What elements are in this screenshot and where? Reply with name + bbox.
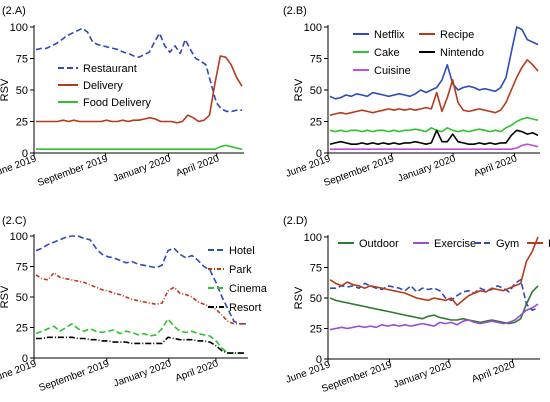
x-tick-label: June 2019 xyxy=(284,153,332,179)
legend-label: Park xyxy=(229,264,252,276)
series-line-plant xyxy=(329,236,539,307)
x-tick-label: April 2020 xyxy=(175,153,221,179)
x-tick-label: January 2020 xyxy=(112,358,173,389)
y-tick-label: 25 xyxy=(310,117,322,129)
y-tick-label: 75 xyxy=(16,262,28,274)
y-tick-label: 25 xyxy=(310,324,322,336)
y-tick-label: 0 xyxy=(316,148,322,160)
y-tick-label: 50 xyxy=(310,293,322,305)
panel-3: (2.C) 0 25 50 75 100 RSV June 2019 September 201… xyxy=(0,215,268,394)
legend-label: Food Delivery xyxy=(83,97,151,109)
x-tick-label: April 2020 xyxy=(473,153,519,179)
panel-label: (2.A) xyxy=(2,5,26,17)
legend-label: Netflix xyxy=(374,29,405,41)
legend-label: Gym xyxy=(496,238,519,250)
legend: Outdoor Exercise Gym Plant xyxy=(338,238,550,250)
y-axis-label: RSV xyxy=(293,286,305,309)
series-line-food-delivery xyxy=(36,144,243,150)
series-line-recipe xyxy=(329,58,539,116)
x-tick-label: January 2020 xyxy=(112,153,173,184)
y-tick-label: 50 xyxy=(16,292,28,304)
panel-label: (2.D) xyxy=(283,215,307,227)
y-tick-label: 100 xyxy=(304,232,322,244)
series-line-restaurant xyxy=(35,27,242,113)
legend-label: Exercise xyxy=(434,238,476,250)
legend-label: Restaurant xyxy=(83,63,137,75)
x-tick-label: September 2019 xyxy=(320,359,394,395)
series-line-nintendo xyxy=(329,129,539,145)
series-line-netflix xyxy=(329,26,539,100)
y-tick-label: 25 xyxy=(16,323,28,335)
y-tick-label: 100 xyxy=(10,231,28,243)
x-tick-label: January 2020 xyxy=(392,359,453,390)
legend-label: Hotel xyxy=(229,245,255,257)
x-tick-label: April 2020 xyxy=(470,359,516,385)
series-line-cinema xyxy=(35,318,246,354)
legend: Hotel Park Cinema Resort xyxy=(208,245,268,314)
series-line-exercise xyxy=(329,303,539,331)
y-tick-label: 50 xyxy=(16,85,28,97)
series-line-cuisine xyxy=(330,143,539,150)
y-tick-label: 0 xyxy=(22,353,28,365)
y-axis-label: RSV xyxy=(0,285,11,308)
legend-label: Cinema xyxy=(229,283,268,295)
x-tick-label: January 2020 xyxy=(396,153,457,184)
y-tick-label: 50 xyxy=(310,85,322,97)
y-tick-label: 100 xyxy=(304,22,322,34)
y-tick-label: 75 xyxy=(310,263,322,275)
legend: Netflix Recipe Cake Nintendo Cuisine xyxy=(353,29,484,77)
y-tick-label: 75 xyxy=(16,54,28,66)
y-axis-label: RSV xyxy=(293,78,305,101)
legend-label: Cake xyxy=(374,47,400,59)
legend-label: Outdoor xyxy=(359,238,399,250)
x-tick-label: April 2020 xyxy=(174,358,220,384)
series-line-hotel xyxy=(35,235,246,325)
legend-label: Plant xyxy=(548,238,550,250)
legend-label: Nintendo xyxy=(440,47,484,59)
y-axis-label: RSV xyxy=(0,78,11,101)
series-line-outdoor xyxy=(329,285,539,325)
legend-label: Recipe xyxy=(440,29,474,41)
x-tick-label: June 2019 xyxy=(0,358,38,384)
panel-label: (2.B) xyxy=(283,5,307,17)
y-tick-label: 25 xyxy=(16,117,28,129)
x-tick-label: September 2019 xyxy=(322,153,396,189)
series-line-resort xyxy=(36,336,246,354)
x-tick-label: September 2019 xyxy=(36,153,110,189)
legend-label: Delivery xyxy=(83,80,123,92)
legend-label: Cuisine xyxy=(374,65,411,77)
y-tick-label: 0 xyxy=(316,354,322,366)
series-line-delivery xyxy=(36,55,243,124)
y-tick-label: 75 xyxy=(310,54,322,66)
series-line-cake xyxy=(329,116,539,133)
legend: Restaurant Delivery Food Delivery xyxy=(58,63,151,109)
x-tick-label: June 2019 xyxy=(0,153,38,179)
x-tick-label: June 2019 xyxy=(284,359,332,385)
x-tick-label: September 2019 xyxy=(38,358,112,394)
y-tick-label: 100 xyxy=(10,22,28,34)
series-line-gym xyxy=(330,278,539,312)
legend-label: Resort xyxy=(229,302,261,314)
y-tick-label: 0 xyxy=(22,148,28,160)
panel-label: (2.C) xyxy=(2,215,26,227)
